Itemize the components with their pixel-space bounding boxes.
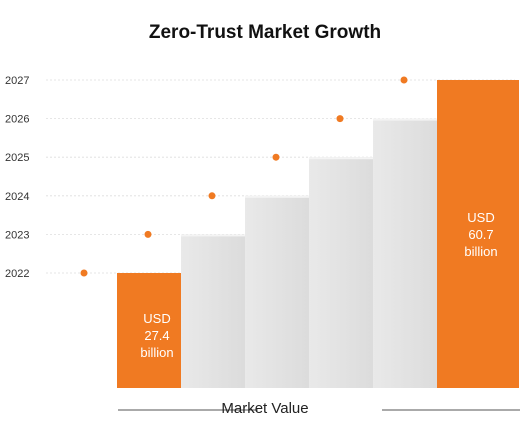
bar-2025 — [309, 157, 382, 388]
y-tick-label: 2023 — [5, 229, 29, 241]
bar-value-label: 60.7 — [468, 227, 493, 242]
x-axis-title: Market Value — [221, 400, 309, 417]
bar-value-label: 27.4 — [144, 328, 169, 343]
y-tick-label: 2027 — [5, 75, 29, 87]
y-tick-label: 2024 — [5, 191, 29, 203]
y-tick-label: 2022 — [5, 268, 29, 280]
bar-2023 — [181, 234, 254, 388]
bar-value-label: USD — [467, 210, 494, 225]
year-marker-dot — [336, 115, 344, 123]
bar-top-edge — [309, 157, 382, 160]
year-markers — [80, 76, 408, 277]
bar-value-labels: USD 27.4 billion USD 60.7 billion — [140, 210, 497, 360]
bar-value-label: billion — [464, 244, 497, 259]
bar-top-edge — [245, 195, 318, 198]
y-tick-label: 2025 — [5, 152, 29, 164]
year-marker-dot — [80, 269, 88, 277]
bar-2026 — [373, 118, 446, 388]
bar-top-edge — [181, 234, 254, 237]
year-marker-dot — [400, 76, 408, 84]
year-marker-dot — [144, 230, 152, 238]
bar-value-label: USD — [143, 311, 170, 326]
bars-layer — [117, 80, 519, 388]
year-marker-dot — [272, 153, 280, 161]
year-marker-dot — [208, 192, 216, 200]
y-axis-labels: 2022 2023 2024 2025 2026 2027 — [5, 75, 29, 280]
bar-2024 — [245, 195, 318, 388]
chart-title: Zero-Trust Market Growth — [148, 22, 382, 43]
bar-value-label: billion — [140, 345, 173, 360]
bar-2027 — [437, 80, 519, 388]
y-tick-label: 2026 — [5, 114, 29, 126]
bar-top-edge — [373, 118, 446, 121]
